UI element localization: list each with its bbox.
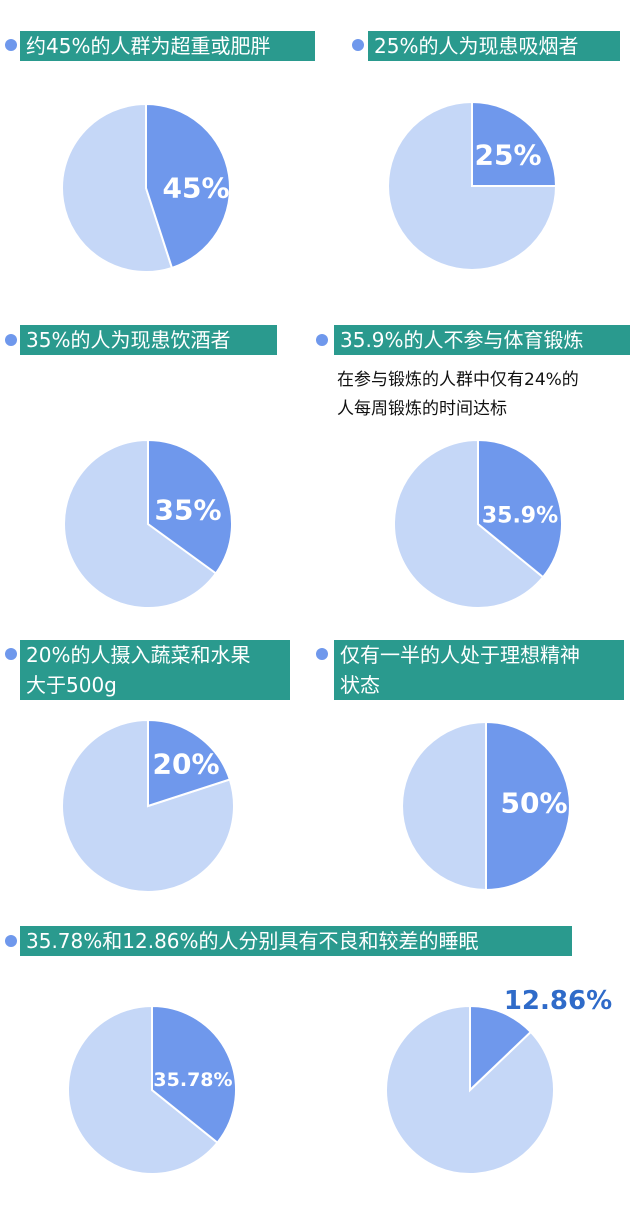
bullet-dot-icon [5,39,17,51]
pie-slice-rest [67,1004,219,1175]
pie-slice-highlight [145,102,231,270]
pie-data-label: 25% [474,139,541,172]
pie-slice-rest [61,102,174,273]
panel-title-sleep: 35.78%和12.86%的人分别具有不良和较差的睡眠 [20,926,572,956]
pie-slice-highlight [477,438,563,579]
panel-title-vegetables: 20%的人摄入蔬菜和水果 大于500g [20,640,290,700]
pie-chart-sleep-bad: 12.86% [385,986,612,1175]
pie-data-label: 35% [154,494,221,527]
pie-chart-mental: 50% [401,720,571,892]
bullet-dot-icon [5,648,17,660]
pie-data-label: 20% [152,748,219,781]
pie-chart-vegetables: 20% [61,718,235,893]
bullet-dot-icon [5,935,17,947]
pie-slice-highlight [469,1004,533,1093]
bullet-dot-icon [316,334,328,346]
pie-chart-smokers: 25% [387,100,558,271]
pie-slice-highlight [471,100,558,187]
exercise-note: 在参与锻炼的人群中仅有24%的 人每周锻炼的时间达标 [337,370,579,419]
pie-slice-highlight [147,718,232,808]
panel-title-drinkers: 35%的人为现患饮酒者 [20,325,277,355]
panel-title-smokers: 25%的人为现患吸烟者 [368,31,620,61]
pie-slice-highlight [147,438,233,575]
bullet-dot-icon [352,39,364,51]
pie-data-label: 35.9% [482,504,558,529]
panel-title-overweight: 约45%的人群为超重或肥胖 [20,31,315,61]
pie-data-label: 12.86% [504,986,612,1016]
pie-slice-highlight [151,1004,237,1145]
pie-data-label: 50% [500,787,567,820]
pie-data-label: 45% [162,172,229,205]
pie-slice-rest [387,100,558,271]
pie-chart-overweight: 45% [61,102,231,273]
panel-title-mental: 仅有一半的人处于理想精神 状态 [334,640,624,700]
pie-chart-drinkers: 35% [63,438,233,609]
bullet-dot-icon [5,334,17,346]
pie-chart-sleep-poor: 35.78% [67,1004,237,1175]
pie-slice-highlight [485,720,571,892]
pie-chart-no-exercise: 35.9% [393,438,563,609]
pie-slice-rest [401,720,487,892]
pie-data-label: 35.78% [153,1069,232,1091]
bullet-dot-icon [316,648,328,660]
panel-title-no-exercise: 35.9%的人不参与体育锻炼 [334,325,630,355]
pie-slice-rest [393,438,545,609]
pie-slice-rest [63,438,218,609]
